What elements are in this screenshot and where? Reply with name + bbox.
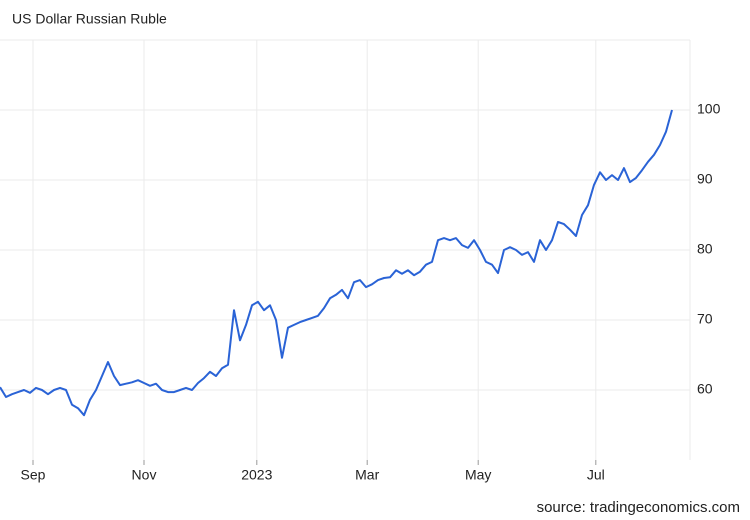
x-tick-label: Jul [587, 467, 605, 483]
line-series [0, 109, 673, 417]
x-tick-label: Nov [132, 467, 157, 483]
y-tick-label: 100 [697, 101, 721, 117]
y-tick-label: 90 [697, 171, 713, 187]
x-tick-label: Sep [21, 467, 46, 483]
x-tick-label: 2023 [241, 467, 272, 483]
x-tick-label: May [465, 467, 491, 483]
y-tick-label: 60 [697, 381, 713, 397]
x-tick-label: Mar [355, 467, 379, 483]
y-tick-label: 70 [697, 311, 713, 327]
chart-title: US Dollar Russian Ruble [12, 11, 167, 27]
source: source: tradingeconomics.com [537, 499, 740, 516]
y-tick-label: 80 [697, 241, 713, 257]
